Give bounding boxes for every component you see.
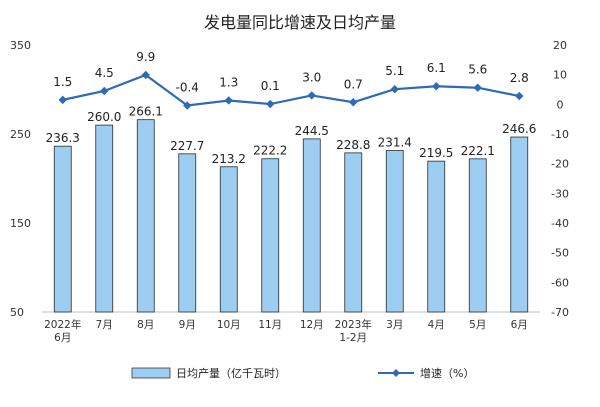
bar bbox=[95, 124, 114, 313]
bar bbox=[53, 145, 72, 313]
bar bbox=[178, 153, 197, 313]
growth-line bbox=[62, 73, 520, 107]
right-axis-tick-label: -50 bbox=[551, 247, 569, 260]
bar bbox=[261, 158, 280, 313]
right-axis-tick-label: -10 bbox=[551, 128, 569, 141]
line-value-label: 5.1 bbox=[385, 64, 404, 78]
line-value-label: 0.7 bbox=[344, 77, 363, 91]
legend-bar-swatch bbox=[131, 367, 171, 379]
line-series bbox=[58, 70, 524, 110]
bar-value-label: 246.6 bbox=[502, 122, 536, 136]
bar bbox=[344, 152, 363, 313]
x-axis-category-label: 3月 bbox=[386, 319, 403, 331]
line-point bbox=[390, 85, 399, 94]
legend-line-label: 增速（%） bbox=[420, 366, 474, 380]
bar-value-label: 228.8 bbox=[336, 138, 370, 152]
right-axis-tick-label: -40 bbox=[551, 217, 569, 230]
line-point bbox=[349, 98, 358, 107]
bar-value-label: 231.4 bbox=[378, 136, 412, 150]
bar-value-label: 236.3 bbox=[46, 131, 80, 145]
bar-value-label: 213.2 bbox=[212, 152, 246, 166]
chart-title: 发电量同比增速及日均产量 bbox=[204, 13, 396, 32]
line-point bbox=[224, 96, 233, 105]
right-axis-tick-label: 10 bbox=[553, 69, 567, 82]
x-axis-category-label: 2023年 bbox=[335, 318, 372, 331]
x-axis-category-label: 8月 bbox=[137, 319, 154, 331]
line-value-label: 2.8 bbox=[510, 71, 529, 85]
x-axis-category-label: 6月 bbox=[511, 319, 528, 331]
line-point bbox=[266, 99, 275, 109]
line-value-label: 5.6 bbox=[468, 63, 487, 77]
x-axis-category-label: 4月 bbox=[428, 319, 445, 331]
right-axis: 20 10 0 -10 -20 -30 -40 -50 -60 -70 bbox=[551, 39, 569, 319]
line-point bbox=[100, 86, 109, 96]
right-axis-tick-label: -30 bbox=[551, 187, 569, 200]
line-point bbox=[515, 91, 524, 101]
x-axis-category-label: 6月 bbox=[54, 332, 71, 344]
x-axis-category-label: 9月 bbox=[179, 319, 196, 331]
right-axis-tick-label: 0 bbox=[557, 98, 564, 111]
bar-value-label: 244.5 bbox=[295, 124, 329, 138]
bar-value-label: 260.0 bbox=[87, 110, 121, 124]
line-point bbox=[432, 82, 441, 91]
bar-value-label: 227.7 bbox=[170, 139, 204, 153]
line-value-label: 4.5 bbox=[95, 66, 114, 80]
left-axis-tick-label: 250 bbox=[10, 128, 31, 141]
line-value-label: 3.0 bbox=[302, 70, 321, 84]
x-axis-category-label: 5月 bbox=[469, 319, 486, 331]
line-point bbox=[141, 70, 150, 80]
x-axis-category-label: 11月 bbox=[258, 319, 282, 331]
left-axis-tick-label: 150 bbox=[10, 217, 31, 230]
right-axis-tick-label: 20 bbox=[553, 39, 567, 52]
x-axis-category-label: 7月 bbox=[96, 319, 113, 331]
legend-bar-label: 日均产量（亿千瓦时） bbox=[176, 366, 286, 380]
line-point bbox=[58, 95, 67, 105]
right-axis-tick-label: -20 bbox=[551, 158, 569, 171]
bar-value-label: 266.1 bbox=[129, 105, 163, 119]
x-axis-category-label: 2022年 bbox=[44, 318, 81, 331]
bar bbox=[219, 166, 238, 313]
x-axis-category-label: 12月 bbox=[300, 319, 324, 331]
left-axis: 50 150 250 350 bbox=[10, 39, 540, 319]
bar-value-label: 222.2 bbox=[253, 144, 287, 158]
bar bbox=[136, 119, 155, 313]
bar-value-label: 222.1 bbox=[461, 144, 495, 158]
line-point bbox=[183, 101, 192, 110]
line-point bbox=[307, 91, 316, 100]
line-value-label: 6.1 bbox=[427, 61, 446, 75]
legend: 日均产量（亿千瓦时） 增速（%） bbox=[131, 366, 474, 380]
right-axis-tick-label: -60 bbox=[551, 276, 569, 289]
x-axis-category-label: 10月 bbox=[217, 319, 241, 331]
bar-labels: 236.3 260.0 266.1 227.7 213.2 222.2 244.5 228.8… bbox=[46, 105, 537, 166]
bar bbox=[510, 136, 529, 313]
legend-line-marker bbox=[392, 369, 400, 377]
right-axis-tick-label: -70 bbox=[551, 306, 569, 319]
bar bbox=[427, 160, 446, 313]
bar-series bbox=[53, 119, 529, 313]
bar bbox=[302, 138, 321, 313]
bar bbox=[385, 150, 404, 313]
left-axis-tick-label: 350 bbox=[10, 39, 31, 52]
line-value-label: 0.1 bbox=[261, 79, 280, 93]
left-axis-tick-label: 50 bbox=[10, 306, 24, 319]
bar-value-label: 219.5 bbox=[419, 146, 453, 160]
bar bbox=[468, 158, 487, 313]
line-value-label: -0.4 bbox=[176, 81, 199, 95]
line-value-label: 1.5 bbox=[53, 75, 72, 89]
x-axis-category-label: 1-2月 bbox=[339, 332, 367, 344]
line-labels: 1.5 4.5 9.9 -0.4 1.3 0.1 3.0 0.7 5.1 6.1 5.6 2.8 bbox=[53, 50, 529, 95]
line-value-label: 1.3 bbox=[219, 75, 238, 89]
line-point bbox=[473, 83, 482, 92]
line-value-label: 9.9 bbox=[136, 50, 155, 64]
